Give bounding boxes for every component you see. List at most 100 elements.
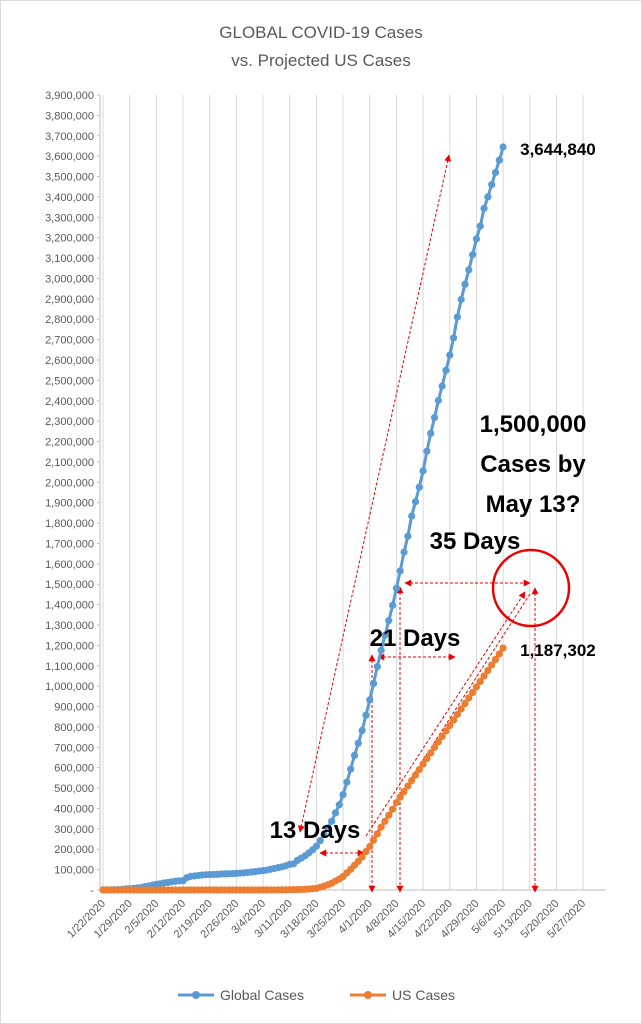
data-point xyxy=(419,760,427,768)
data-point xyxy=(484,666,492,675)
y-tick-label: 2,400,000 xyxy=(45,396,94,408)
y-tick-label: 400,000 xyxy=(54,803,94,815)
data-point xyxy=(491,655,500,664)
data-point xyxy=(469,688,477,697)
data-point xyxy=(488,181,496,189)
y-tick-label: 300,000 xyxy=(54,824,94,836)
data-point xyxy=(449,716,458,724)
data-point xyxy=(373,830,381,838)
data-point xyxy=(331,809,340,817)
legend-label: US Cases xyxy=(392,987,455,1003)
annotation: 21 Days xyxy=(370,625,461,652)
data-point xyxy=(377,646,385,654)
data-point xyxy=(377,823,385,831)
data-point xyxy=(472,683,481,691)
data-point xyxy=(400,787,408,796)
data-point xyxy=(396,567,404,575)
data-point xyxy=(430,743,439,752)
data-point xyxy=(480,204,488,212)
data-point xyxy=(491,168,500,177)
chart-title: GLOBAL COVID-19 Cases xyxy=(219,23,422,42)
y-tick-label: 3,400,000 xyxy=(45,192,94,204)
annotation: 13 Days xyxy=(270,817,361,844)
data-point xyxy=(400,548,408,556)
data-point xyxy=(430,413,439,422)
arrow xyxy=(297,154,452,833)
legend-marker xyxy=(364,991,372,999)
data-point xyxy=(339,791,347,799)
data-point xyxy=(465,266,473,274)
highlight-circle xyxy=(491,548,571,628)
data-point xyxy=(469,251,477,259)
data-point xyxy=(362,848,370,856)
y-tick-label: 1,700,000 xyxy=(45,538,94,550)
data-point xyxy=(328,817,336,825)
data-point xyxy=(381,631,389,639)
y-tick-label: 900,000 xyxy=(54,702,94,714)
annotation: May 13? xyxy=(486,491,581,518)
data-point xyxy=(453,710,461,719)
y-tick-label: 2,900,000 xyxy=(45,294,94,306)
data-point xyxy=(419,467,427,475)
data-point xyxy=(369,836,378,844)
data-point xyxy=(358,726,366,735)
y-tick-label: 1,300,000 xyxy=(45,620,94,632)
data-point xyxy=(465,694,473,702)
y-tick-label: 3,500,000 xyxy=(45,172,94,184)
data-point xyxy=(446,721,454,730)
annotation: Cases by xyxy=(480,451,586,478)
data-point xyxy=(442,727,450,735)
y-tick-label: 1,200,000 xyxy=(45,640,94,652)
y-tick-label: 200,000 xyxy=(54,844,94,856)
y-tick-label: 3,700,000 xyxy=(45,131,94,143)
arrow xyxy=(365,591,526,837)
y-tick-label: 1,500,000 xyxy=(45,579,94,591)
data-label: 1,187,302 xyxy=(520,641,596,660)
y-tick-label: 700,000 xyxy=(54,742,94,754)
data-point xyxy=(396,793,404,801)
data-point xyxy=(453,313,461,321)
data-point xyxy=(324,824,332,832)
data-point xyxy=(415,483,423,491)
data-point xyxy=(362,711,370,719)
data-point xyxy=(438,382,446,390)
data-point xyxy=(411,771,420,779)
y-tick-label: 2,300,000 xyxy=(45,416,94,428)
data-point xyxy=(343,778,351,786)
y-tick-label: 1,600,000 xyxy=(45,559,94,571)
chart-subtitle: vs. Projected US Cases xyxy=(231,51,411,70)
y-tick-label: 3,800,000 xyxy=(45,110,94,122)
data-point xyxy=(427,429,435,437)
data-point xyxy=(484,193,492,201)
data-point xyxy=(423,447,431,455)
data-point xyxy=(415,765,423,774)
y-tick-label: 3,200,000 xyxy=(45,233,94,245)
legend: Global Cases US Cases xyxy=(178,987,455,1003)
data-point xyxy=(312,842,320,850)
y-tick-label: 2,100,000 xyxy=(45,457,94,469)
data-point xyxy=(438,732,446,741)
data-point xyxy=(358,853,366,861)
y-tick-label: 2,200,000 xyxy=(45,437,94,449)
y-tick-label: 600,000 xyxy=(54,763,94,775)
data-point xyxy=(373,663,381,671)
data-point xyxy=(461,280,469,288)
data-point xyxy=(316,836,324,845)
data-point xyxy=(495,156,503,164)
data-point xyxy=(442,366,450,374)
data-point xyxy=(366,842,374,851)
legend-marker xyxy=(192,991,200,999)
data-point xyxy=(366,696,374,704)
y-tick-label: - xyxy=(90,885,94,897)
y-tick-label: 3,100,000 xyxy=(45,253,94,265)
y-tick-label: 3,300,000 xyxy=(45,212,94,224)
annotation: 1,500,000 xyxy=(480,411,587,438)
data-point xyxy=(404,782,412,790)
y-tick-label: 3,600,000 xyxy=(45,151,94,163)
data-point xyxy=(369,679,378,688)
y-tick-label: 100,000 xyxy=(54,865,94,877)
y-tick-label: 1,900,000 xyxy=(45,498,94,510)
data-point xyxy=(392,584,401,592)
